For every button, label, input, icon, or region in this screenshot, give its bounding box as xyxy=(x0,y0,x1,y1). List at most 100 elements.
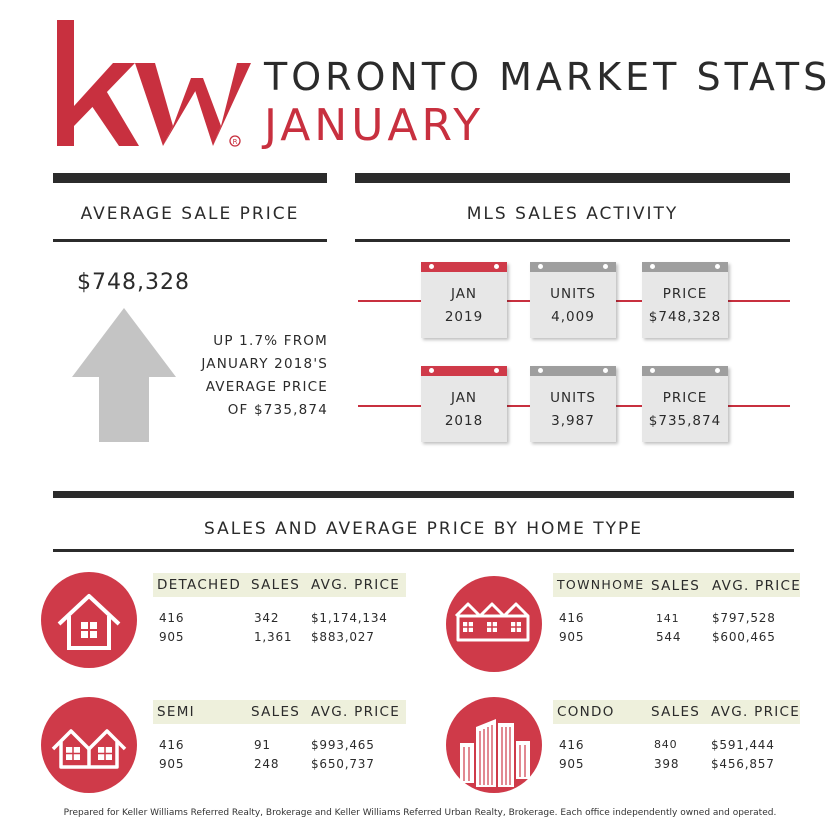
table-cell-region: 905 xyxy=(559,630,585,644)
calendar-ring xyxy=(650,264,655,269)
price-change-line: OF $735,874 xyxy=(227,402,328,418)
price-change-line: JANUARY 2018'S xyxy=(201,356,328,372)
divider xyxy=(53,239,327,242)
calendar-top xyxy=(421,262,507,272)
table-cell-price: $591,444 xyxy=(711,738,775,752)
table-header xyxy=(153,700,406,724)
calendar-ring xyxy=(603,368,608,373)
calendar-ring xyxy=(429,264,434,269)
table-header-avg-price: AVG. PRICE xyxy=(712,578,802,594)
calendar-top xyxy=(530,262,616,272)
table-header xyxy=(553,700,800,724)
calendar-label: PRICE xyxy=(662,390,708,406)
section-heading-mls-sales-activity: MLS SALES ACTIVITY xyxy=(466,204,679,224)
table-header-avg-price: AVG. PRICE xyxy=(311,704,401,720)
calendar-ring xyxy=(494,368,499,373)
calendar-top xyxy=(642,262,728,272)
calendar-ring xyxy=(650,368,655,373)
section-heading-home-types: SALES AND AVERAGE PRICE BY HOME TYPE xyxy=(203,519,644,539)
table-header-sales: SALES xyxy=(651,578,701,594)
table-cell-sales: 248 xyxy=(254,757,280,771)
table-cell-price: $650,737 xyxy=(311,757,375,771)
table-header-type: TOWNHOME xyxy=(557,577,645,592)
table-cell-sales: 141 xyxy=(656,612,680,625)
table-cell-region: 905 xyxy=(159,757,185,771)
table-cell-sales: 342 xyxy=(254,611,280,625)
table-cell-sales: 1,361 xyxy=(254,630,293,644)
page-title: TORONTO MARKET STATS xyxy=(264,55,832,99)
section-heading-average-sale-price: AVERAGE SALE PRICE xyxy=(80,204,300,224)
table-header-type: SEMI xyxy=(157,704,195,720)
condo-buildings-icon xyxy=(446,697,542,793)
table-header xyxy=(553,573,800,597)
calendar-ring xyxy=(715,368,720,373)
kw-logo-icon: R xyxy=(57,20,251,147)
calendar-card-period-2018: JAN 2018 xyxy=(421,366,507,442)
calendar-ring xyxy=(429,368,434,373)
calendar-card-period-2019: JAN 2019 xyxy=(421,262,507,338)
calendar-value: 3,987 xyxy=(551,413,595,429)
calendar-label: UNITS xyxy=(550,286,596,302)
calendar-value: 4,009 xyxy=(551,309,595,325)
calendar-ring xyxy=(603,264,608,269)
divider xyxy=(53,549,794,552)
table-cell-price: $993,465 xyxy=(311,738,375,752)
calendar-label: JAN xyxy=(450,390,478,406)
table-cell-price: $797,528 xyxy=(712,611,776,625)
calendar-ring xyxy=(494,264,499,269)
table-cell-sales: 544 xyxy=(656,630,682,644)
average-price-value: $748,328 xyxy=(77,270,190,295)
table-cell-price: $883,027 xyxy=(311,630,375,644)
calendar-ring xyxy=(715,264,720,269)
calendar-card-units-2019: UNITS 4,009 xyxy=(530,262,616,338)
table-cell-sales: 91 xyxy=(254,738,271,752)
calendar-card-units-2018: UNITS 3,987 xyxy=(530,366,616,442)
up-arrow-icon xyxy=(72,308,176,442)
calendar-value: $735,874 xyxy=(648,413,722,429)
kw-logo: R xyxy=(55,18,255,153)
table-cell-region: 416 xyxy=(159,738,185,752)
table-cell-region: 416 xyxy=(559,738,585,752)
townhouses-icon xyxy=(446,576,542,672)
table-header-type: CONDO xyxy=(557,704,615,720)
calendar-top xyxy=(642,366,728,376)
divider xyxy=(53,173,327,183)
calendar-label: JAN xyxy=(450,286,478,302)
price-change-text: UP 1.7% FROM JANUARY 2018'S AVERAGE PRIC… xyxy=(190,330,328,422)
calendar-top xyxy=(421,366,507,376)
house-icon xyxy=(41,572,137,668)
svg-text:R: R xyxy=(233,138,238,146)
page-month: JANUARY xyxy=(264,100,485,151)
table-header-avg-price: AVG. PRICE xyxy=(311,577,401,593)
divider xyxy=(53,491,794,498)
table-cell-price: $1,174,134 xyxy=(311,611,388,625)
footer-disclaimer: Prepared for Keller Williams Referred Re… xyxy=(63,808,777,818)
calendar-top xyxy=(530,366,616,376)
table-header-type: DETACHED xyxy=(157,577,242,593)
calendar-value: 2019 xyxy=(444,309,484,325)
calendar-ring xyxy=(538,264,543,269)
table-header-sales: SALES xyxy=(651,704,701,720)
table-cell-price: $456,857 xyxy=(711,757,775,771)
table-cell-sales: 398 xyxy=(654,757,680,771)
table-cell-region: 416 xyxy=(559,611,585,625)
calendar-value: 2018 xyxy=(444,413,484,429)
semi-detached-icon xyxy=(41,697,137,793)
table-header-sales: SALES xyxy=(251,704,301,720)
calendar-label: UNITS xyxy=(550,390,596,406)
table-cell-region: 416 xyxy=(159,611,185,625)
table-header-avg-price: AVG. PRICE xyxy=(711,704,801,720)
table-cell-price: $600,465 xyxy=(712,630,776,644)
calendar-card-price-2018: PRICE $735,874 xyxy=(642,366,728,442)
table-cell-region: 905 xyxy=(559,757,585,771)
divider xyxy=(355,173,790,183)
calendar-card-price-2019: PRICE $748,328 xyxy=(642,262,728,338)
price-change-line: UP 1.7% FROM xyxy=(213,333,328,349)
table-header xyxy=(153,573,406,597)
calendar-value: $748,328 xyxy=(648,309,722,325)
table-header-sales: SALES xyxy=(251,577,301,593)
table-cell-region: 905 xyxy=(159,630,185,644)
calendar-ring xyxy=(538,368,543,373)
divider xyxy=(355,239,790,242)
price-change-line: AVERAGE PRICE xyxy=(205,379,328,395)
